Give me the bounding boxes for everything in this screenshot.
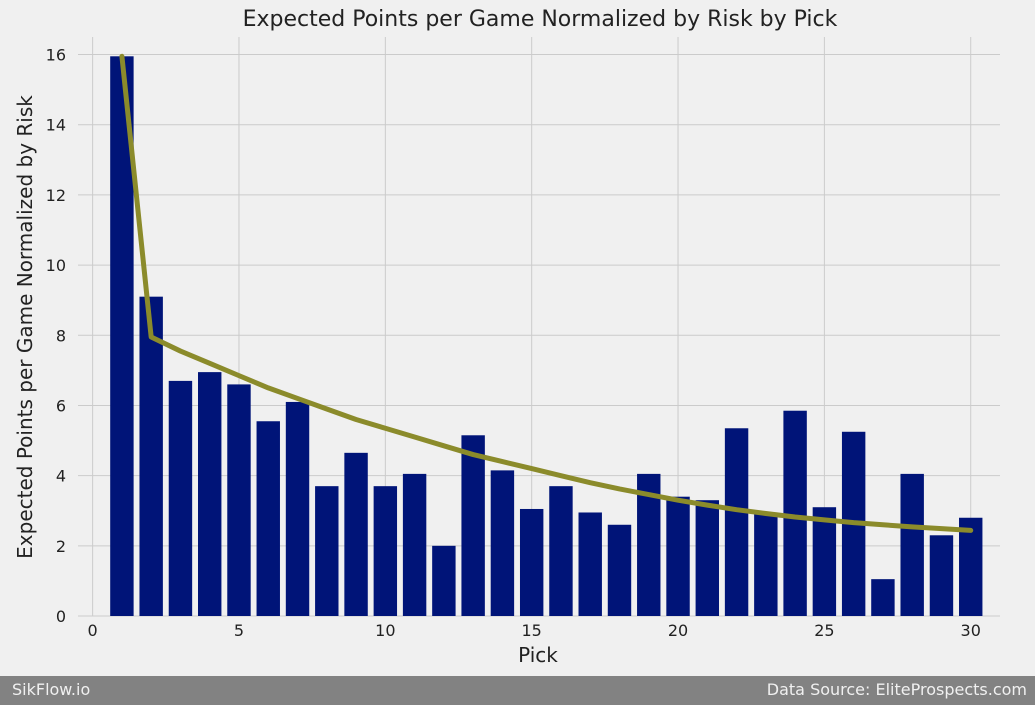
x-tick-label: 30	[961, 621, 981, 640]
x-tick-label: 0	[88, 621, 98, 640]
bar	[812, 507, 837, 616]
bar	[344, 452, 368, 616]
y-ticks: 0 2 4 6 8 10 12 14 16	[46, 46, 66, 626]
x-tick-label: 20	[668, 621, 688, 640]
x-axis-label: Pick	[518, 643, 558, 667]
y-axis-label: Expected Points per Game Normalized by R…	[13, 95, 37, 559]
bar	[110, 56, 134, 617]
y-tick-label: 6	[56, 396, 66, 415]
bar	[402, 473, 427, 616]
x-ticks: 0 5 10 15 20 25 30	[88, 621, 981, 640]
chart-title: Expected Points per Game Normalized by R…	[243, 7, 838, 32]
bar	[607, 524, 632, 616]
bar	[666, 496, 690, 616]
footer-brand: SikFlow.io	[12, 680, 91, 699]
bar	[754, 512, 778, 616]
bar	[929, 535, 954, 616]
bar	[637, 473, 661, 616]
bar	[900, 473, 924, 616]
x-tick-label: 15	[522, 621, 542, 640]
y-tick-label: 0	[56, 607, 66, 626]
bars	[110, 56, 983, 617]
y-tick-label: 10	[46, 256, 66, 275]
bar	[519, 508, 544, 616]
bar	[461, 435, 485, 616]
trend-line	[119, 53, 974, 533]
x-tick-label: 5	[234, 621, 244, 640]
y-tick-label: 4	[56, 467, 66, 486]
y-tick-label: 2	[56, 537, 66, 556]
bar	[256, 421, 280, 616]
x-tick-label: 10	[375, 621, 395, 640]
bar	[578, 512, 602, 616]
bar	[549, 486, 573, 616]
bar	[168, 380, 193, 616]
bar	[432, 545, 456, 616]
chart: Expected Points per Game Normalized by R…	[13, 7, 1000, 667]
bar	[198, 372, 222, 616]
bar	[959, 517, 983, 616]
bar	[285, 401, 310, 616]
bar	[315, 486, 339, 616]
x-tick-label: 25	[814, 621, 834, 640]
footer-data-source: Data Source: EliteProspects.com	[766, 680, 1027, 699]
bar	[724, 428, 749, 616]
bar	[139, 296, 163, 616]
bar	[695, 500, 720, 616]
bar	[227, 384, 251, 616]
y-tick-label: 8	[56, 326, 66, 345]
bar	[373, 486, 398, 616]
y-tick-label: 14	[46, 116, 66, 135]
footer-bar: SikFlow.io Data Source: EliteProspects.c…	[0, 676, 1035, 705]
bar	[783, 410, 807, 616]
y-tick-label: 16	[46, 46, 66, 65]
y-tick-label: 12	[46, 186, 66, 205]
trend-line-group	[119, 53, 974, 533]
bar	[871, 579, 895, 616]
bar	[490, 470, 515, 616]
